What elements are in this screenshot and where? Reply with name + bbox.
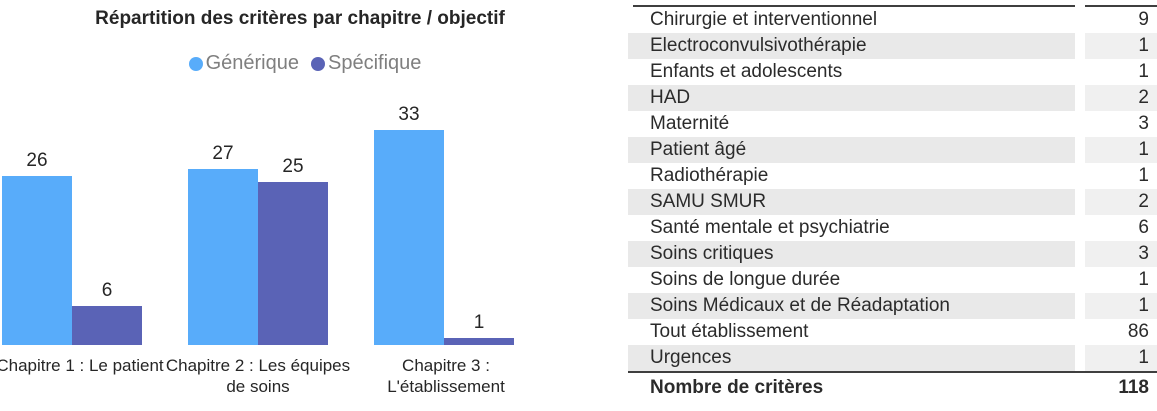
- table-row: Soins Médicaux et de Réadaptation 1: [628, 293, 1157, 319]
- total-value: 118: [1118, 377, 1149, 398]
- table-row: Electroconvulsivothérapie 1: [628, 33, 1157, 59]
- row-label: Santé mentale et psychiatrie: [650, 217, 890, 238]
- row-label: Patient âgé: [628, 137, 1075, 163]
- row-value: 2: [1085, 85, 1157, 111]
- row-value: 1: [1138, 61, 1149, 82]
- table-row: Radiothérapie 1: [628, 163, 1157, 189]
- row-value: 1: [1085, 33, 1157, 59]
- table-row: Maternité 3: [628, 111, 1157, 137]
- row-value: 3: [1085, 241, 1157, 267]
- row-label: Urgences: [628, 345, 1075, 371]
- bar-value-label: 6: [101, 280, 113, 301]
- bar-specifique: [258, 182, 328, 345]
- bar-plot-area: 26 27 33 6 25 1 Chapitre 1 : Le patient Chapitr…: [0, 104, 514, 396]
- table-row: HAD 2: [628, 85, 1157, 111]
- bar-generique: [2, 176, 72, 345]
- category-axis-label: Chapitre 2 : Les équipes de soins: [165, 356, 351, 396]
- legend-label-specifique: Spécifique: [328, 52, 422, 74]
- row-value: 9: [1138, 9, 1149, 30]
- row-value: 6: [1138, 217, 1149, 238]
- category-axis-label: Chapitre 3 : L'établissement: [387, 356, 505, 396]
- bar-value-label: 26: [26, 150, 48, 171]
- row-value: 1: [1085, 293, 1157, 319]
- row-label: Radiothérapie: [650, 165, 769, 186]
- row-label: Chirurgie et interventionnel: [650, 9, 878, 30]
- table-top-border: [633, 5, 1157, 7]
- table-row: Soins de longue durée 1: [628, 267, 1157, 293]
- row-label: Soins de longue durée: [650, 269, 841, 290]
- legend-item-generique: Générique: [188, 52, 299, 75]
- row-label: SAMU SMUR: [628, 189, 1075, 215]
- legend-item-specifique: Spécifique: [311, 52, 421, 75]
- table-row: Patient âgé 1: [628, 137, 1157, 163]
- legend-dot-specifique-icon: [311, 56, 325, 71]
- table-row: Enfants et adolescents 1: [628, 59, 1157, 85]
- total-label: Nombre de critères: [650, 377, 824, 398]
- legend-label-generique: Générique: [205, 52, 299, 74]
- category-axis-label: Chapitre 1 : Le patient: [0, 356, 164, 375]
- row-label: Enfants et adolescents: [650, 61, 843, 82]
- row-label: Tout établissement: [650, 321, 809, 342]
- row-label: Soins critiques: [628, 241, 1075, 267]
- criteria-table: Chirurgie et interventionnel 9 Electroconv…: [628, 5, 1157, 403]
- row-label: HAD: [628, 85, 1075, 111]
- criteria-bar-chart: Répartition des critères par chapitre / …: [0, 8, 610, 396]
- row-value: 86: [1127, 321, 1149, 342]
- row-label: Electroconvulsivothérapie: [628, 33, 1075, 59]
- row-value: 1: [1085, 345, 1157, 371]
- legend-dot-generique-icon: [188, 56, 203, 71]
- row-value: 1: [1138, 165, 1149, 186]
- row-value: 1: [1085, 137, 1157, 163]
- chart-legend: Générique Spécifique: [0, 52, 610, 75]
- bar-value-label: 27: [212, 143, 234, 164]
- table-row: Soins critiques 3: [628, 241, 1157, 267]
- table-row: SAMU SMUR 2: [628, 189, 1157, 215]
- bar-specifique: [444, 338, 514, 345]
- row-label: Soins Médicaux et de Réadaptation: [628, 293, 1075, 319]
- bar-value-label: 1: [473, 312, 485, 333]
- table-row: Santé mentale et psychiatrie 6: [628, 215, 1157, 241]
- table-body: Chirurgie et interventionnel 9 Electroconv…: [628, 7, 1157, 371]
- bar-generique: [374, 130, 444, 345]
- row-value: 1: [1138, 269, 1149, 290]
- row-value: 3: [1138, 113, 1149, 134]
- table-row: Urgences 1: [628, 345, 1157, 371]
- chart-title: Répartition des critères par chapitre / …: [95, 8, 505, 29]
- bar-specifique: [72, 306, 142, 345]
- table-row: Chirurgie et interventionnel 9: [628, 7, 1157, 33]
- row-label: Maternité: [650, 113, 730, 134]
- table-total-row: Nombre de critères 118: [628, 371, 1157, 403]
- row-value: 2: [1085, 189, 1157, 215]
- bar-value-label: 25: [282, 156, 304, 177]
- bar-value-label: 33: [398, 104, 420, 125]
- bar-generique: [188, 169, 258, 345]
- table-row: Tout établissement 86: [628, 319, 1157, 345]
